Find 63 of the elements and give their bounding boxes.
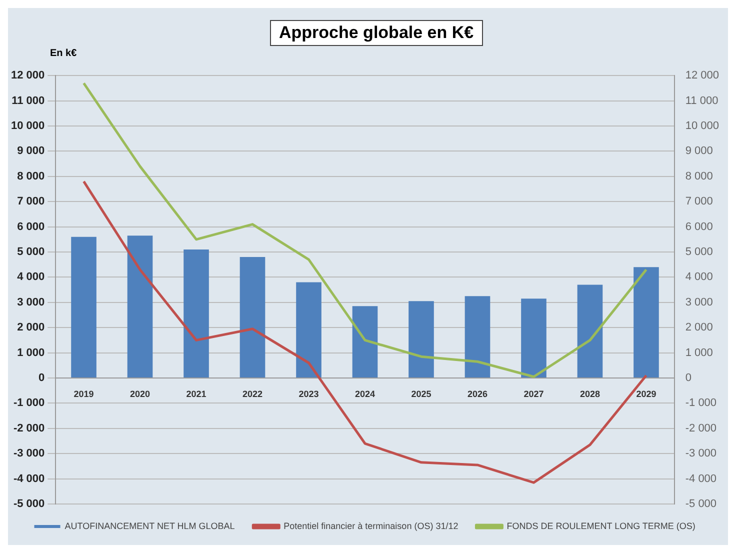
y-tick-label: 6 000 bbox=[17, 220, 45, 233]
y2-tick-label: 6 000 bbox=[685, 220, 713, 233]
y2-tick-label: -3 000 bbox=[685, 448, 717, 460]
y-tick-label: 0 bbox=[38, 372, 45, 384]
y2-tick-label: 3 000 bbox=[685, 296, 713, 308]
y2-tick-label: 4 000 bbox=[685, 271, 713, 284]
y-tick-label: 7 000 bbox=[17, 196, 45, 208]
bar bbox=[408, 301, 434, 378]
y-axis-title: En k€ bbox=[50, 48, 77, 59]
y-tick-label: -5 000 bbox=[13, 498, 45, 510]
bar bbox=[577, 284, 603, 378]
bar bbox=[521, 298, 546, 378]
y2-tick-label: -1 000 bbox=[685, 397, 717, 410]
y2-tick-label: -2 000 bbox=[685, 422, 717, 434]
y-tick-label: 1 000 bbox=[17, 346, 45, 359]
x-tick-label: 2028 bbox=[580, 388, 600, 399]
x-tick-label: 2021 bbox=[186, 388, 206, 399]
y2-tick-label: 12 000 bbox=[685, 70, 720, 82]
y-tick-label: 12 000 bbox=[10, 70, 45, 82]
y2-tick-label: 8 000 bbox=[685, 170, 713, 182]
y-tick-label: 3 000 bbox=[17, 296, 45, 308]
y-tick-label: 8 000 bbox=[17, 170, 45, 182]
legend-label: AUTOFINANCEMENT NET HLM GLOBAL bbox=[64, 520, 235, 531]
y2-tick-label: -4 000 bbox=[685, 472, 717, 485]
x-tick-label: 2029 bbox=[636, 388, 656, 399]
y-tick-label: 4 000 bbox=[17, 271, 45, 284]
y2-tick-label: 10 000 bbox=[685, 120, 720, 132]
x-tick-label: 2023 bbox=[298, 388, 319, 399]
y-tick-label: 2 000 bbox=[17, 322, 45, 334]
y-tick-label: -4 000 bbox=[13, 472, 45, 485]
bar bbox=[127, 236, 153, 378]
bar bbox=[634, 267, 659, 378]
x-tick-label: 2026 bbox=[467, 388, 488, 399]
bar bbox=[240, 257, 266, 378]
y-tick-label: 9 000 bbox=[17, 145, 45, 158]
legend-label: FONDS DE ROULEMENT LONG TERME (OS) bbox=[506, 520, 696, 531]
y-tick-label: -3 000 bbox=[13, 448, 45, 460]
y2-tick-label: -5 000 bbox=[685, 498, 717, 510]
y-tick-label: 10 000 bbox=[10, 120, 45, 132]
y-tick-label: -1 000 bbox=[13, 397, 45, 410]
y2-tick-label: 2 000 bbox=[685, 322, 713, 334]
x-tick-label: 2020 bbox=[130, 388, 150, 399]
bar bbox=[296, 282, 322, 378]
y-tick-label: 11 000 bbox=[12, 94, 45, 107]
bar bbox=[464, 296, 490, 378]
y2-tick-label: 11 000 bbox=[685, 94, 718, 107]
y2-tick-label: 9 000 bbox=[685, 145, 713, 158]
y2-tick-label: 1 000 bbox=[685, 346, 713, 359]
y-tick-label: -2 000 bbox=[13, 422, 45, 434]
y-tick-label: 5 000 bbox=[17, 246, 45, 258]
y2-tick-label: 0 bbox=[685, 372, 692, 384]
x-tick-label: 2022 bbox=[242, 388, 263, 399]
legend-label: Potentiel financier à terminaison (OS) 31/12 bbox=[284, 520, 458, 531]
x-tick-label: 2019 bbox=[74, 388, 94, 399]
y2-tick-label: 7 000 bbox=[685, 196, 713, 208]
bar bbox=[352, 306, 378, 378]
x-tick-label: 2027 bbox=[524, 388, 544, 399]
chart-title: Approche globale en K€ bbox=[270, 20, 483, 46]
y2-tick-label: 5 000 bbox=[685, 246, 713, 258]
bar bbox=[184, 249, 209, 378]
x-tick-label: 2025 bbox=[411, 388, 432, 399]
bar bbox=[71, 236, 96, 378]
x-tick-label: 2024 bbox=[354, 388, 376, 399]
